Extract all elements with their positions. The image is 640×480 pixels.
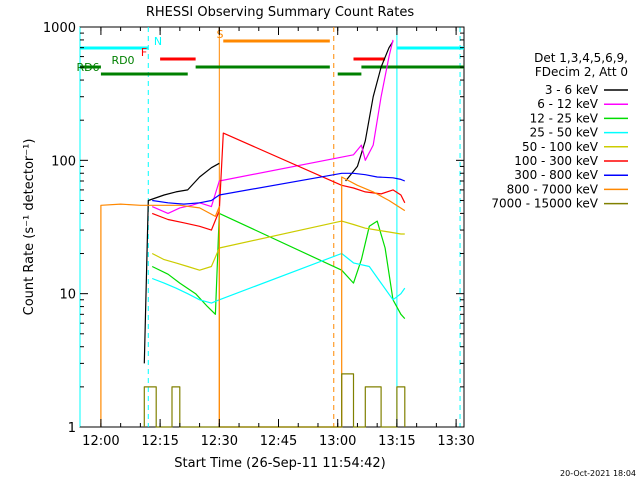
legend-label-2: 12 - 25 keV — [530, 111, 599, 125]
x-tick-label-2: 12:30 — [201, 434, 238, 449]
legend-header-0: Det 1,3,4,5,6,9, — [534, 51, 628, 65]
series-line-1 — [151, 39, 394, 214]
series-line-0 — [144, 41, 397, 399]
marker-lines — [79, 27, 461, 427]
flag-bars: NF S RD0 RD6 — [76, 28, 464, 76]
x-tick-label-6: 13:30 — [437, 434, 474, 449]
x-tick-label-3: 12:45 — [260, 434, 297, 449]
y-axis-label: Count Rate (s⁻¹ detector⁻¹) — [22, 139, 37, 316]
x-tick-label-0: 12:00 — [82, 434, 119, 449]
series-line-4 — [151, 220, 405, 271]
flag-label-f: F — [141, 46, 147, 59]
y-tick-label-3: 1000 — [43, 21, 76, 36]
legend-label-7: 800 - 7000 keV — [507, 182, 599, 196]
legend-label-6: 300 - 800 keV — [514, 168, 598, 182]
series-line-8 — [143, 373, 406, 428]
series-line-7 — [100, 176, 406, 428]
chart-title: RHESSI Observing Summary Count Rates — [146, 5, 415, 20]
plot-frame — [79, 26, 465, 428]
series-line-3 — [151, 252, 406, 304]
series-line-6 — [152, 172, 406, 205]
y-tick-label-0: 1 — [68, 421, 76, 436]
flag-label-rd6: RD6 — [76, 61, 99, 74]
x-tick-label-5: 13:15 — [378, 434, 415, 449]
footer-date: 20-Oct-2021 18:04 — [560, 469, 636, 478]
y-tick-label-2: 100 — [51, 154, 76, 169]
series-lines — [100, 39, 406, 428]
x-axis-label: Start Time (26-Sep-11 11:54:42) — [174, 456, 385, 471]
flag-label-rd0: RD0 — [111, 54, 134, 67]
x-tick-label-4: 13:00 — [319, 434, 356, 449]
legend-label-4: 50 - 100 keV — [522, 140, 599, 154]
y-axis-ticks: 1 10 100 1000 — [43, 21, 464, 436]
y-tick-label-1: 10 — [59, 288, 76, 303]
legend-label-3: 25 - 50 keV — [530, 126, 599, 140]
x-axis-ticks: 12:00 12:15 12:30 12:45 13:00 13:15 13:30 — [82, 27, 475, 449]
flag-label-s: S — [217, 28, 224, 41]
legend-label-5: 100 - 300 keV — [514, 154, 598, 168]
series-line-5 — [151, 132, 406, 231]
legend: Det 1,3,4,5,6,9,FDecim 2, Att 0 3 - 6 keV… — [491, 51, 628, 211]
legend-label-1: 6 - 12 keV — [537, 97, 599, 111]
legend-label-8: 7000 - 15000 keV — [491, 197, 598, 211]
flag-label-n: N — [154, 35, 162, 48]
legend-label-0: 3 - 6 keV — [545, 83, 599, 97]
legend-header-1: FDecim 2, Att 0 — [535, 65, 628, 79]
x-tick-label-1: 12:15 — [141, 434, 178, 449]
series-line-2 — [151, 212, 406, 320]
